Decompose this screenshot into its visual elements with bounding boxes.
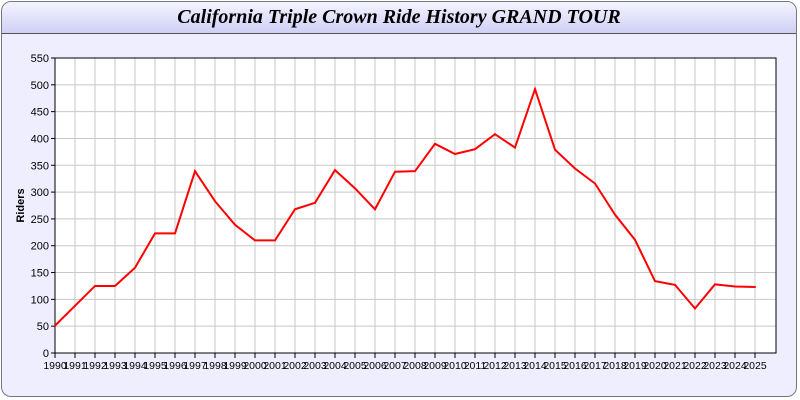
x-tick-label: 2021	[663, 360, 687, 372]
x-tick-label: 1996	[163, 360, 187, 372]
data-point	[354, 187, 356, 190]
chart-title: California Triple Crown Ride History GRA…	[177, 6, 621, 28]
y-tick-label: 300	[31, 187, 49, 199]
data-line	[54, 85, 756, 327]
data-point	[274, 239, 276, 242]
data-point	[514, 146, 516, 149]
x-tick-label: 1997	[183, 360, 207, 372]
plot-border	[54, 57, 777, 354]
data-point	[734, 285, 736, 288]
x-tick-label: 2002	[283, 360, 307, 372]
y-tick-label: 350	[31, 160, 49, 172]
data-point	[174, 232, 176, 235]
data-point	[634, 238, 636, 241]
x-tick-label: 1992	[83, 360, 107, 372]
x-tick-label: 1993	[103, 360, 127, 372]
x-tick-label: 2001	[263, 360, 287, 372]
x-tick-label: 2008	[403, 360, 427, 372]
x-tick-label: 2014	[523, 360, 547, 372]
data-point	[334, 169, 336, 172]
data-point	[314, 201, 316, 204]
x-tick-label: 2003	[303, 360, 327, 372]
x-tick-label: 2019	[623, 360, 647, 372]
x-tick-label: 2017	[583, 360, 607, 372]
x-tick-label: 2004	[323, 360, 347, 372]
x-tick-label: 2016	[563, 360, 587, 372]
data-point	[594, 182, 596, 185]
data-point	[214, 200, 216, 203]
data-point	[414, 170, 416, 173]
y-tick-label: 150	[31, 268, 49, 280]
data-point	[434, 142, 436, 145]
y-tick-label: 500	[31, 80, 49, 92]
data-point	[254, 239, 256, 242]
x-tick-label: 2025	[743, 360, 767, 372]
data-point	[234, 223, 236, 226]
x-tick-label: 1999	[223, 360, 247, 372]
data-point	[54, 324, 56, 327]
x-tick-label: 2023	[703, 360, 727, 372]
data-point	[474, 148, 476, 151]
x-tick-label: 1995	[143, 360, 167, 372]
y-tick-label: 250	[31, 214, 49, 226]
data-point	[574, 167, 576, 170]
data-point	[754, 286, 756, 289]
x-tick-label: 2011	[464, 360, 487, 372]
x-tick-label: 2013	[503, 360, 527, 372]
x-tick-label: 2000	[243, 360, 267, 372]
x-tick-label: 1998	[203, 360, 227, 372]
data-point	[714, 283, 716, 286]
x-tick-label: 2005	[343, 360, 367, 372]
y-tick-label: 50	[37, 321, 49, 333]
data-point	[154, 232, 156, 235]
data-point	[374, 208, 376, 211]
x-tick-label: 2015	[543, 360, 567, 372]
x-tick-label: 2022	[683, 360, 707, 372]
y-tick-label: 450	[31, 107, 49, 119]
data-point	[194, 170, 196, 173]
x-tick-label: 2012	[483, 360, 507, 372]
y-tick-label: 0	[43, 348, 49, 360]
data-point	[614, 213, 616, 216]
x-tick-label: 1991	[63, 360, 87, 372]
data-point	[94, 284, 96, 287]
data-point	[134, 266, 136, 269]
x-tick-label: 2018	[603, 360, 627, 372]
data-point	[554, 148, 556, 151]
x-tick-label: 2009	[423, 360, 447, 372]
data-point	[674, 283, 676, 286]
data-point	[74, 304, 76, 307]
data-point	[114, 284, 116, 287]
data-point	[534, 88, 536, 91]
x-tick-label: 1994	[123, 360, 147, 372]
x-tick-label: 2010	[443, 360, 467, 372]
data-point	[394, 170, 396, 173]
data-point	[294, 208, 296, 211]
y-axis-label: Riders	[15, 188, 27, 222]
title-bar: California Triple Crown Ride History GRA…	[2, 2, 796, 34]
data-point	[494, 133, 496, 136]
y-tick-label: 200	[31, 241, 49, 253]
x-tick-label: 2024	[723, 360, 747, 372]
y-tick-label: 100	[31, 294, 49, 306]
x-tick-label: 2020	[643, 360, 667, 372]
data-point	[694, 307, 696, 310]
data-point	[454, 153, 456, 156]
x-tick-label: 2006	[363, 360, 387, 372]
x-tick-label: 2007	[383, 360, 407, 372]
x-tick-label: 1990	[43, 360, 67, 372]
y-tick-label: 550	[31, 53, 49, 65]
data-point	[654, 280, 656, 283]
y-tick-label: 400	[31, 133, 49, 145]
